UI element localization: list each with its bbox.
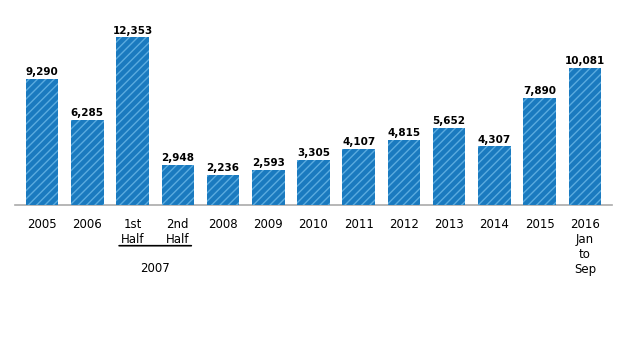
Text: 1st
Half: 1st Half: [121, 218, 144, 246]
Text: 2,236: 2,236: [206, 163, 240, 173]
Bar: [478, 146, 510, 205]
Bar: [342, 149, 375, 205]
Text: 2011: 2011: [344, 218, 374, 231]
Bar: [569, 68, 601, 205]
Text: 12,353: 12,353: [112, 26, 153, 35]
Text: 9,290: 9,290: [26, 67, 58, 77]
Text: 2013: 2013: [435, 218, 464, 231]
Text: 6,285: 6,285: [71, 108, 104, 118]
Bar: [524, 98, 556, 205]
Text: 4,815: 4,815: [387, 128, 421, 138]
Text: 4,107: 4,107: [342, 138, 376, 147]
Bar: [71, 120, 103, 205]
Text: 10,081: 10,081: [565, 56, 605, 66]
Text: 2008: 2008: [208, 218, 238, 231]
Bar: [433, 128, 465, 205]
Bar: [117, 37, 149, 205]
Bar: [387, 140, 420, 205]
Text: 2012: 2012: [389, 218, 419, 231]
Text: 4,307: 4,307: [478, 135, 511, 145]
Text: 3,305: 3,305: [297, 148, 330, 158]
Bar: [297, 160, 330, 205]
Bar: [162, 165, 194, 205]
Text: 2006: 2006: [73, 218, 102, 231]
Text: 7,890: 7,890: [523, 86, 556, 96]
Text: 2,593: 2,593: [252, 158, 285, 168]
Bar: [26, 79, 58, 205]
Bar: [207, 174, 240, 205]
Text: 2010: 2010: [298, 218, 329, 231]
Text: 2nd
Half: 2nd Half: [166, 218, 189, 246]
Bar: [252, 170, 285, 205]
Text: 2009: 2009: [253, 218, 283, 231]
Text: 2015: 2015: [525, 218, 554, 231]
Text: 2016
Jan
to
Sep: 2016 Jan to Sep: [570, 218, 600, 276]
Text: 2014: 2014: [480, 218, 509, 231]
Text: 2005: 2005: [28, 218, 57, 231]
Text: 5,652: 5,652: [433, 117, 466, 126]
Text: 2007: 2007: [140, 262, 170, 275]
Text: 2,948: 2,948: [161, 153, 194, 163]
